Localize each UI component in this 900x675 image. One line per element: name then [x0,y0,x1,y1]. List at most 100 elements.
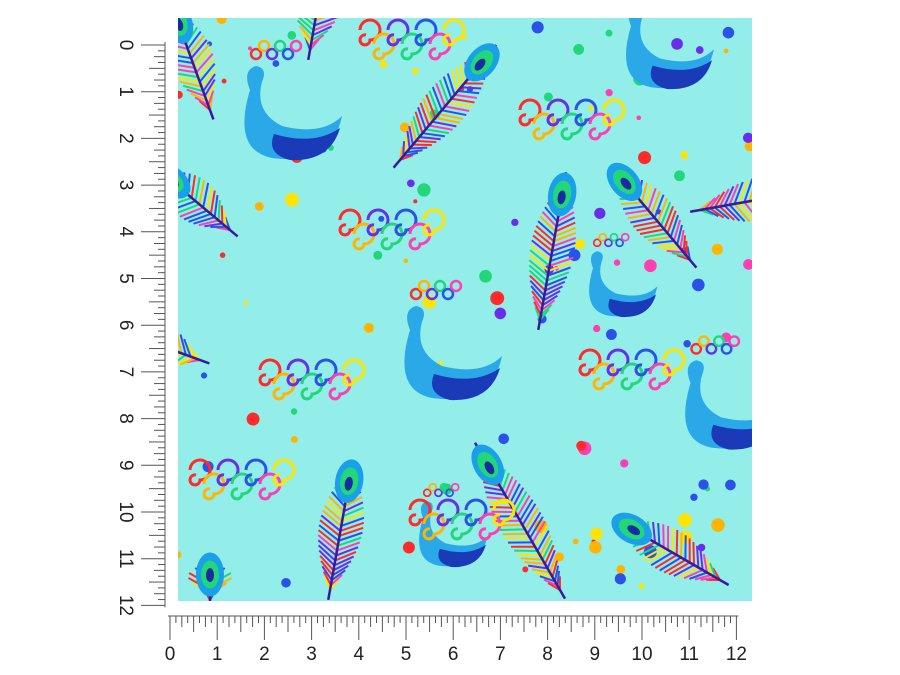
barb [499,528,526,531]
barb [132,337,148,354]
barb [299,0,320,6]
barb [748,177,752,202]
barb [206,186,213,211]
wing [711,424,752,450]
barb [198,219,219,227]
barb [330,574,343,586]
barb [328,495,345,512]
swirl [578,348,602,377]
barb [546,549,556,569]
swirl [574,98,598,127]
dot [572,538,579,545]
dot [605,89,613,97]
eye [799,186,814,196]
barb [798,191,811,202]
crest [620,232,630,242]
barb [210,225,227,228]
barb [553,231,577,243]
dot [285,192,299,207]
barb [797,182,810,193]
barb [532,234,553,252]
barb [647,187,657,211]
barb [295,0,319,16]
swirl [352,222,376,251]
barb [529,249,551,267]
barb [222,210,228,227]
dot [407,179,415,188]
barb [332,564,349,577]
crest [428,482,438,492]
barb [669,214,679,238]
barb [338,531,363,542]
ruler-label: 0 [165,644,176,665]
barb [334,551,357,562]
barb [774,195,789,215]
swirl [662,348,686,377]
crest [592,238,602,248]
feather [611,512,730,587]
barb [743,201,752,223]
ruler-label: 12 [726,644,747,665]
barb [178,42,189,50]
swirl [442,18,466,47]
barb [650,191,661,215]
barb [460,86,482,90]
ruler-label: 10 [631,644,652,665]
barb [656,243,678,247]
barb [656,198,668,223]
barb [666,210,677,234]
barb [193,216,215,225]
barb [802,183,815,191]
dot [543,92,553,102]
swirl [188,458,212,487]
dot [479,269,492,283]
ruler-label: 6 [448,644,459,665]
swirl [464,498,488,527]
barb [537,220,556,238]
barb [621,201,642,206]
barb [530,285,545,301]
swirl [394,208,418,237]
barb [153,346,172,371]
swirl [328,372,352,401]
barb [213,195,219,218]
ruler-label: 9 [115,460,136,471]
barb [317,539,337,557]
barb [666,249,684,254]
barb [137,324,153,341]
dot [677,513,692,528]
barb [416,139,437,144]
crest [690,342,703,355]
barb [179,334,187,356]
swirl [408,222,432,251]
crest [441,287,455,301]
crest [615,238,624,248]
swirl [532,112,556,141]
barb [533,301,542,316]
dot [644,259,657,273]
barb [750,177,766,201]
barb [435,82,446,107]
swirl [592,362,616,391]
barb [317,529,339,547]
swirl [492,498,516,527]
barb [200,68,216,88]
barb [659,556,682,572]
dot [588,105,594,111]
barb [694,574,712,581]
barb [178,330,183,354]
crest [713,335,725,348]
barb [444,105,470,112]
barb [402,141,406,157]
barb [675,529,679,556]
barb [178,203,200,215]
barb [705,558,713,576]
barb [204,79,216,97]
barb [541,299,556,311]
dot [413,199,418,204]
barb [531,290,544,306]
crest [249,47,263,61]
barb [188,34,205,55]
swirl [386,18,410,47]
